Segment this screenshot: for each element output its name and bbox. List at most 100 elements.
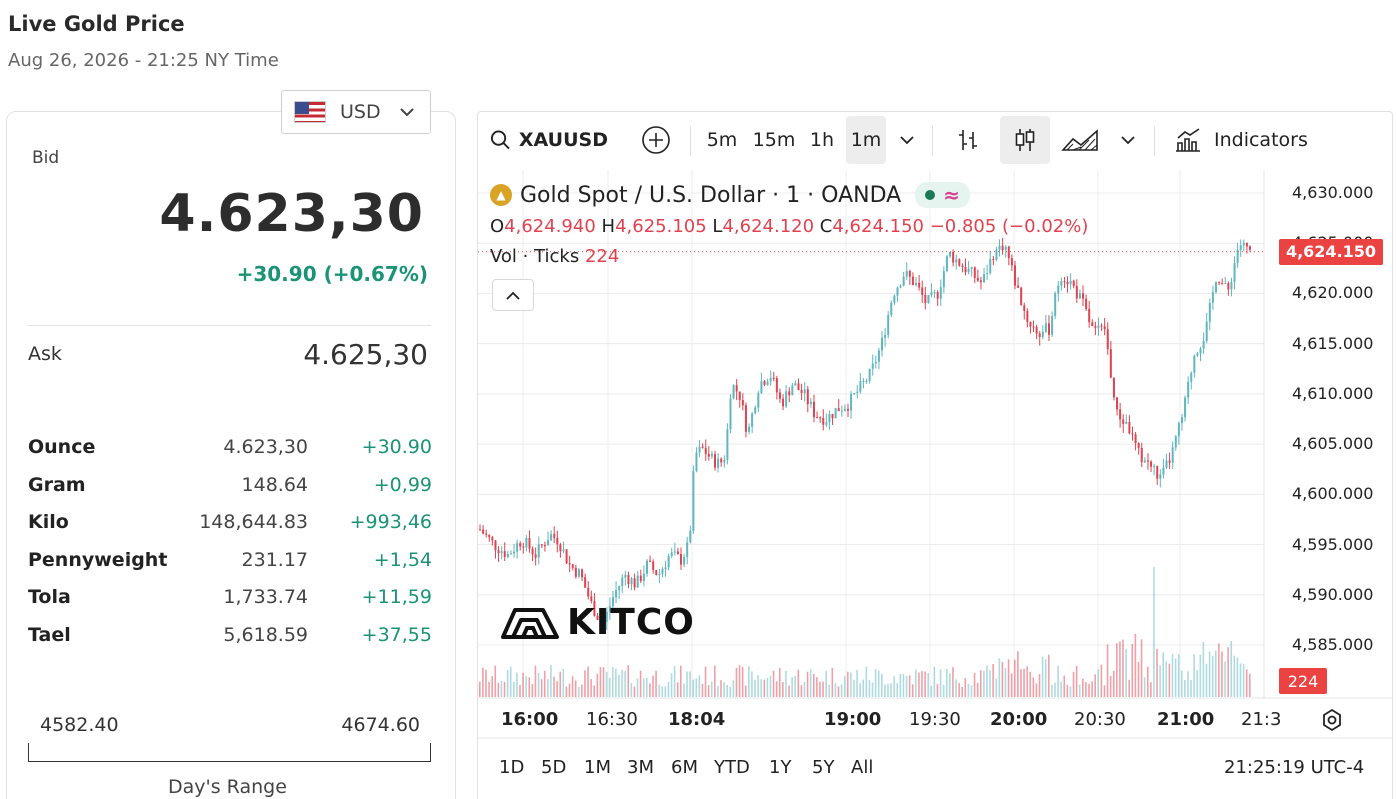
interval-1h[interactable]: 1h (809, 129, 835, 151)
candle-down (1249, 246, 1251, 250)
market-open-dot-icon (925, 190, 936, 200)
time-range-1d[interactable]: 1D (499, 757, 525, 778)
last-volume-tag: 224 (1279, 668, 1327, 694)
candle-up (577, 569, 580, 577)
volume-bar (766, 677, 769, 697)
search-icon (490, 130, 510, 150)
volume-bar (757, 675, 759, 697)
time-range-1m[interactable]: 1M (584, 757, 611, 778)
candle-up (525, 538, 528, 548)
volume-bar (624, 671, 626, 697)
candle-down (519, 543, 522, 547)
volume-bar (608, 677, 611, 697)
volume-bar (945, 669, 948, 697)
volume-bar (1202, 641, 1205, 697)
time-range-3m[interactable]: 3M (627, 757, 654, 778)
candle-down (924, 294, 927, 304)
candle-down (1017, 285, 1020, 288)
candle-up (809, 401, 812, 405)
interval-1m[interactable]: 1m (846, 116, 886, 164)
volume-bar (565, 686, 568, 697)
volume-bar (868, 680, 871, 697)
interval-15m[interactable]: 15m (752, 129, 796, 151)
candle-up (1190, 372, 1193, 382)
time-range-1y[interactable]: 1Y (769, 757, 792, 778)
candle-up (1125, 422, 1128, 424)
volume-bar (642, 678, 645, 697)
market-status-pill[interactable]: ≈ (915, 182, 970, 208)
time-axis-label: 21:00 (1157, 709, 1215, 730)
volume-bar (1227, 647, 1229, 697)
volume-bar (615, 668, 617, 697)
volume-bar (506, 669, 509, 697)
volume-bar (1085, 682, 1087, 697)
volume-bar (825, 671, 827, 697)
volume-bar (803, 681, 806, 697)
area-chart-type-button[interactable] (1058, 116, 1102, 164)
candle-chart-type-button[interactable] (1000, 116, 1050, 164)
candle-up (615, 590, 618, 598)
candle-up (698, 446, 701, 453)
candle-down (494, 540, 497, 551)
currency-select[interactable]: USD (281, 90, 431, 134)
candle-up (695, 452, 698, 472)
volume-bar (1233, 655, 1236, 697)
indicators-button[interactable]: Indicators (1174, 116, 1314, 164)
volume-bar (1125, 648, 1127, 697)
volume-bar (577, 686, 580, 697)
time-range-6m[interactable]: 6M (671, 757, 698, 778)
volume-bar (599, 667, 602, 697)
volume-bar (1069, 686, 1072, 697)
volume-bar (497, 682, 500, 697)
compare-symbol-button[interactable] (638, 116, 674, 164)
volume-bar (645, 677, 648, 697)
settings-gear-icon[interactable] (1320, 708, 1344, 732)
candle-up (618, 586, 621, 591)
candle-up (843, 408, 846, 411)
volume-bar (1190, 680, 1192, 697)
unit-row-gram: Gram 148.64 +0,99 (28, 474, 432, 504)
candle-down (488, 534, 491, 538)
candle-up (862, 380, 865, 382)
collapse-legend-button[interactable] (492, 279, 534, 311)
candle-up (1165, 460, 1168, 468)
candle-up (874, 361, 877, 364)
unit-price: 4.623,30 (223, 436, 308, 458)
candle-down (812, 401, 815, 418)
candle-down (1072, 280, 1075, 286)
volume-bar (834, 682, 837, 697)
volume-bar (673, 666, 676, 697)
chart-type-dropdown[interactable] (1116, 116, 1140, 164)
candle-up (834, 408, 837, 419)
interval-dropdown[interactable] (894, 116, 920, 164)
time-range-5y[interactable]: 5Y (812, 757, 835, 778)
candle-down (701, 446, 704, 448)
candle-down (1020, 287, 1023, 306)
chevron-down-icon (900, 135, 914, 144)
volume-bar (785, 670, 787, 697)
time-range-ytd[interactable]: YTD (714, 757, 750, 778)
candle-up (547, 540, 550, 546)
time-range-5d[interactable]: 5D (541, 757, 567, 778)
volume-bar (918, 672, 920, 697)
unit-price: 231.17 (241, 549, 308, 571)
bar-chart-type-button[interactable] (948, 116, 988, 164)
symbol-search[interactable]: XAUUSD (490, 116, 608, 164)
time-range-all[interactable]: All (851, 757, 874, 778)
price-chart[interactable] (478, 170, 1392, 799)
volume-bar (726, 684, 728, 697)
candle-down (979, 280, 982, 283)
volume-bar (816, 677, 818, 697)
volume-bar (735, 667, 738, 697)
candle-up (902, 276, 905, 286)
volume-bar (902, 673, 905, 697)
interval-5m[interactable]: 5m (706, 129, 738, 151)
volume-bar (983, 670, 985, 697)
volume-bar (778, 667, 781, 697)
candle-up (939, 287, 942, 299)
candle-up (1177, 423, 1180, 437)
candle-up (673, 551, 676, 553)
ohlc-high-label: H (601, 216, 616, 237)
volume-bar (1171, 653, 1174, 697)
candle-up (1230, 282, 1233, 290)
